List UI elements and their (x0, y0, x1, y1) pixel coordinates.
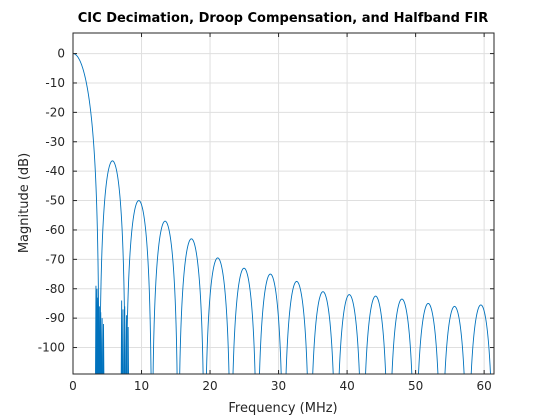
series-response (73, 53, 491, 374)
side-lobe (338, 294, 360, 374)
series-layer (73, 53, 491, 374)
side-lobe (179, 238, 204, 374)
side-lobe (205, 257, 230, 374)
y-tick-label: -100 (38, 341, 65, 355)
y-tick-label: -30 (45, 135, 65, 149)
side-lobe (99, 160, 126, 374)
side-lobe (232, 267, 256, 374)
x-tick-labels: 0 10 20 30 40 50 60 (69, 379, 492, 393)
ripple-spike (97, 297, 99, 374)
y-tick-label: -40 (45, 164, 65, 178)
ripple-spike (102, 324, 105, 374)
ticks (72, 33, 494, 374)
x-tick-label: 10 (134, 379, 149, 393)
main-lobe (73, 53, 100, 374)
side-lobe (152, 220, 178, 374)
side-lobe (126, 200, 152, 374)
y-tick-label: -90 (45, 311, 65, 325)
y-tick-label: -50 (45, 194, 65, 208)
side-lobe (391, 298, 413, 374)
ripple-spike (101, 318, 103, 374)
x-axis-label: Frequency (MHz) (228, 401, 337, 416)
y-tick-label: -80 (45, 282, 65, 296)
x-tick-label: 40 (339, 379, 354, 393)
side-lobe (285, 280, 308, 374)
chart-title: CIC Decimation, Droop Compensation, and … (78, 11, 489, 26)
side-lobe (259, 273, 282, 374)
y-tick-labels: 0 -10 -20 -30 -40 -50 -60 -70 -80 -90 -100 (38, 47, 65, 355)
ripple-spike (98, 306, 101, 374)
y-axis-label: Magnitude (dB) (17, 153, 32, 253)
axes-frame (72, 32, 495, 375)
ripple-spike (99, 312, 102, 374)
y-tick-label: 0 (57, 47, 65, 61)
x-tick-label: 20 (202, 379, 217, 393)
ripple-spike (127, 326, 129, 374)
y-tick-label: -10 (45, 76, 65, 90)
y-tick-label: -70 (45, 252, 65, 266)
side-lobe (444, 305, 465, 374)
x-tick-label: 30 (271, 379, 286, 393)
ripple-spike (125, 315, 128, 374)
grid (72, 33, 494, 374)
y-tick-label: -20 (45, 105, 65, 119)
side-lobe (470, 304, 491, 374)
side-lobe (418, 302, 439, 374)
ripple-spike (123, 306, 126, 374)
ripple-spike (120, 300, 123, 374)
side-lobe (312, 291, 334, 374)
y-tick-label: -60 (45, 223, 65, 237)
x-tick-label: 60 (476, 379, 491, 393)
plot-area (73, 33, 494, 374)
side-lobe (365, 295, 387, 374)
x-tick-label: 50 (408, 379, 423, 393)
ripple-spike (122, 309, 124, 374)
x-tick-label: 0 (69, 379, 77, 393)
